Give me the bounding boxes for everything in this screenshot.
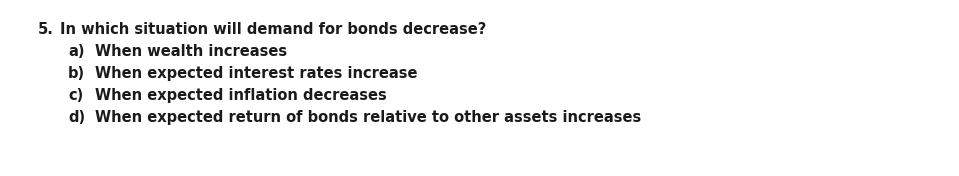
Text: In which situation will demand for bonds decrease?: In which situation will demand for bonds… xyxy=(60,22,486,37)
Text: b): b) xyxy=(68,66,85,81)
Text: When wealth increases: When wealth increases xyxy=(95,44,287,59)
Text: a): a) xyxy=(68,44,84,59)
Text: When expected inflation decreases: When expected inflation decreases xyxy=(95,88,386,103)
Text: d): d) xyxy=(68,110,85,125)
Text: 5.: 5. xyxy=(38,22,54,37)
Text: c): c) xyxy=(68,88,83,103)
Text: When expected return of bonds relative to other assets increases: When expected return of bonds relative t… xyxy=(95,110,642,125)
Text: When expected interest rates increase: When expected interest rates increase xyxy=(95,66,417,81)
